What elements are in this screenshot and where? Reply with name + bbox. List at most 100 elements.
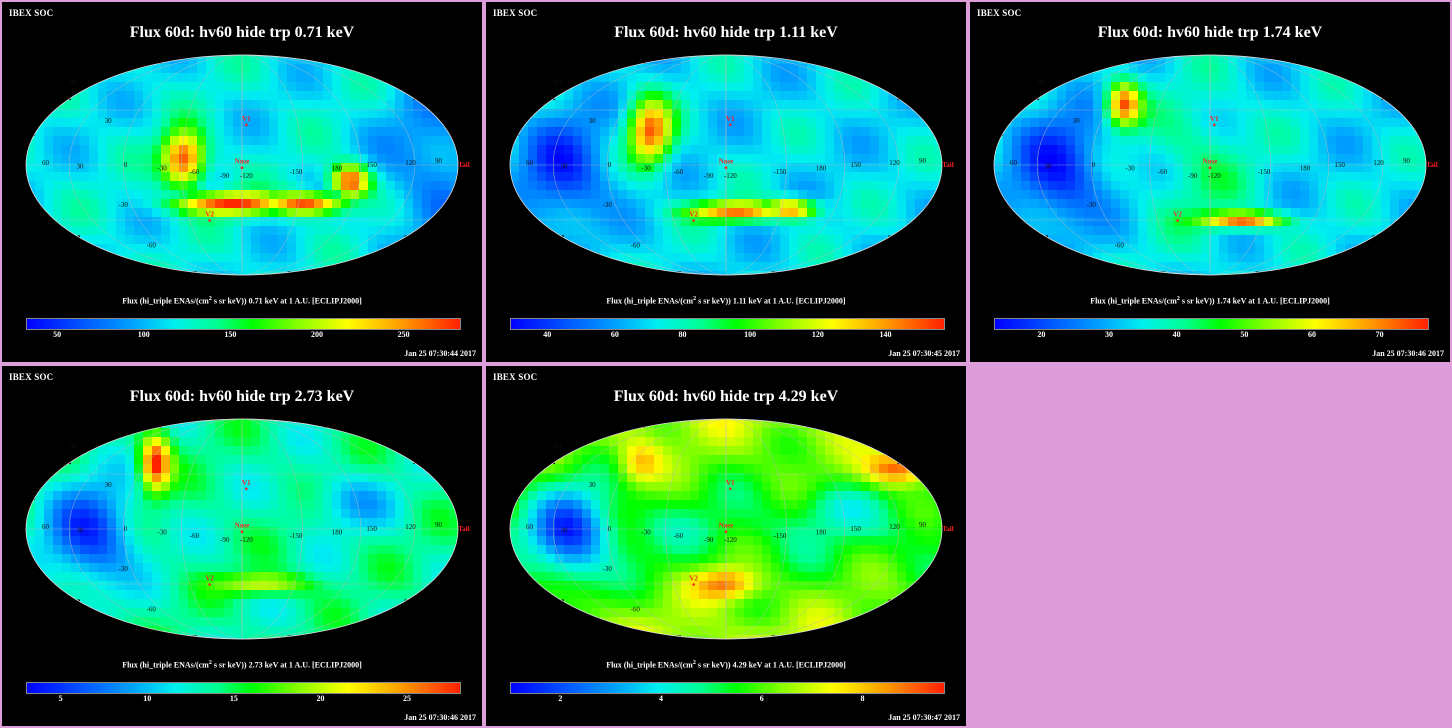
- colorbar: [510, 318, 945, 330]
- longitude-label: 60: [526, 159, 534, 167]
- flux-pixels: [26, 55, 458, 275]
- longitude-label: 60: [42, 523, 50, 531]
- colorbar: [26, 318, 461, 330]
- longitude-label: -30: [157, 529, 167, 537]
- longitude-label: -60: [190, 532, 200, 540]
- nose-marker: [724, 530, 728, 533]
- longitude-label: 60: [526, 523, 534, 531]
- longitude-label: 30: [77, 526, 85, 534]
- longitude-label: 180: [816, 529, 827, 537]
- longitude-label: 120: [405, 523, 416, 531]
- latitude-label: -60: [631, 242, 641, 250]
- latitude-label: 30: [1073, 117, 1081, 125]
- longitude-label: 150: [850, 161, 861, 169]
- flux-pixels: [510, 55, 942, 275]
- colorbar-ticks: 40 60 80 100 120 140: [510, 330, 945, 344]
- longitude-label: 120: [889, 523, 900, 531]
- map-outline: [25, 418, 459, 640]
- colorbar-tick-label: 140: [879, 330, 892, 339]
- colorbar-tick-label: 120: [811, 330, 824, 339]
- sky-map: 60 30 0 -30 -60 -90 -120 -150 180 150 120 90 60 30 -30…: [993, 54, 1438, 276]
- nose-marker: [1208, 166, 1212, 169]
- colorbar-tick-label: 20: [316, 694, 325, 703]
- map-panel-5: IBEX SOC Flux 60d: hv60 hide trp 4.29 ke…: [486, 366, 966, 726]
- flux-pixels: [26, 419, 458, 639]
- latitude-label: -30: [1087, 201, 1097, 209]
- v1-marker: [245, 487, 248, 491]
- longitude-label: 150: [366, 525, 377, 533]
- sky-map: 60 30 0 -30 -60 -90 -120 -150 180 150 120 90 60 30 -30…: [509, 54, 954, 276]
- colorbar: [510, 682, 945, 694]
- latitude-label: -60: [631, 606, 641, 614]
- sky-map: 60 30 0 -30 -60 -90 -120 -150 180 150 120 90 60 30 -30…: [25, 54, 470, 276]
- longitude-label: -90: [220, 536, 230, 544]
- map-panel-3: IBEX SOC Flux 60d: hv60 hide trp 1.74 ke…: [970, 2, 1450, 362]
- longitude-label: 30: [561, 162, 569, 170]
- map-outline: [25, 54, 459, 276]
- latitude-label: 60: [554, 79, 562, 87]
- longitude-label: -60: [674, 168, 684, 176]
- latitude-label: 60: [70, 79, 78, 87]
- longitude-label: 120: [405, 159, 416, 167]
- nose-label: Nose: [235, 522, 249, 530]
- longitude-label: -90: [704, 536, 714, 544]
- panel-title: Flux 60d: hv60 hide trp 4.29 keV: [613, 388, 839, 405]
- map-outline: [993, 54, 1427, 276]
- latitude-label: -30: [119, 201, 129, 209]
- map-outline: [509, 54, 943, 276]
- colorbar-tick-label: 2: [558, 694, 563, 703]
- colorbar-title: Flux (hi_triple ENAs/(cm2 s sr keV)) 1.7…: [1090, 296, 1330, 306]
- longitude-label: -120: [240, 536, 253, 544]
- longitude-label: 90: [919, 157, 927, 165]
- longitude-label: -90: [1188, 172, 1198, 180]
- empty-panel: [970, 366, 1450, 726]
- longitude-label: -30: [641, 165, 651, 173]
- longitude-label: 180: [332, 529, 343, 537]
- longitude-label: 0: [608, 161, 612, 169]
- tail-label: Tail: [942, 161, 953, 169]
- longitude-label: -30: [641, 529, 651, 537]
- v2-marker: [692, 219, 695, 222]
- colorbar-title: Flux (hi_triple ENAs/(cm2 s sr keV)) 1.1…: [606, 296, 846, 306]
- longitude-label: 150: [1334, 161, 1345, 169]
- map-panel-1: IBEX SOC Flux 60d: hv60 hide trp 0.71 ke…: [2, 2, 482, 362]
- v1-label: V1: [1210, 115, 1219, 123]
- tail-label: Tail: [458, 161, 469, 169]
- colorbar-tick-label: 250: [397, 330, 410, 339]
- colorbar-title: Flux (hi_triple ENAs/(cm2 s sr keV)) 2.7…: [122, 660, 362, 670]
- panel-title: Flux 60d: hv60 hide trp 1.74 keV: [1097, 24, 1323, 41]
- longitude-label: -150: [774, 532, 787, 540]
- latitude-label: -60: [147, 242, 157, 250]
- colorbar-tick-label: 200: [310, 330, 323, 339]
- v1-marker: [245, 123, 248, 127]
- longitude-label: 180: [332, 165, 343, 173]
- longitude-label: 0: [124, 525, 128, 533]
- longitude-label: 60: [42, 159, 50, 167]
- colorbar-ticks: 50 100 150 200 250: [26, 330, 461, 344]
- colorbar-tick-label: 100: [744, 330, 757, 339]
- colorbar-tick-label: 30: [1105, 330, 1114, 339]
- colorbar-tick-label: 100: [137, 330, 150, 339]
- timestamp: Jan 25 07:30:46 2017: [1372, 349, 1444, 358]
- colorbar-tick-label: 40: [1172, 330, 1181, 339]
- longitude-label: -60: [190, 168, 200, 176]
- nose-label: Nose: [719, 522, 733, 530]
- v1-marker: [729, 487, 732, 491]
- panel-title: Flux 60d: hv60 hide trp 0.71 keV: [129, 24, 355, 41]
- colorbar-title: Flux (hi_triple ENAs/(cm2 s sr keV)) 0.7…: [122, 296, 362, 306]
- longitude-label: 150: [366, 161, 377, 169]
- colorbar-tick-label: 60: [610, 330, 619, 339]
- v2-marker: [692, 583, 695, 586]
- colorbar-title: Flux (hi_triple ENAs/(cm2 s sr keV)) 4.2…: [606, 660, 846, 670]
- timestamp: Jan 25 07:30:45 2017: [888, 349, 960, 358]
- v2-label: V2: [689, 211, 698, 219]
- v2-marker: [1176, 219, 1179, 222]
- colorbar-tick-label: 70: [1375, 330, 1384, 339]
- colorbar: [994, 318, 1429, 330]
- v1-label: V1: [726, 115, 735, 123]
- latitude-label: 30: [105, 117, 113, 125]
- longitude-label: 180: [816, 165, 827, 173]
- latitude-label: 60: [1038, 79, 1046, 87]
- colorbar-tick-label: 20: [1037, 330, 1046, 339]
- map-panel-2: IBEX SOC Flux 60d: hv60 hide trp 1.11 ke…: [486, 2, 966, 362]
